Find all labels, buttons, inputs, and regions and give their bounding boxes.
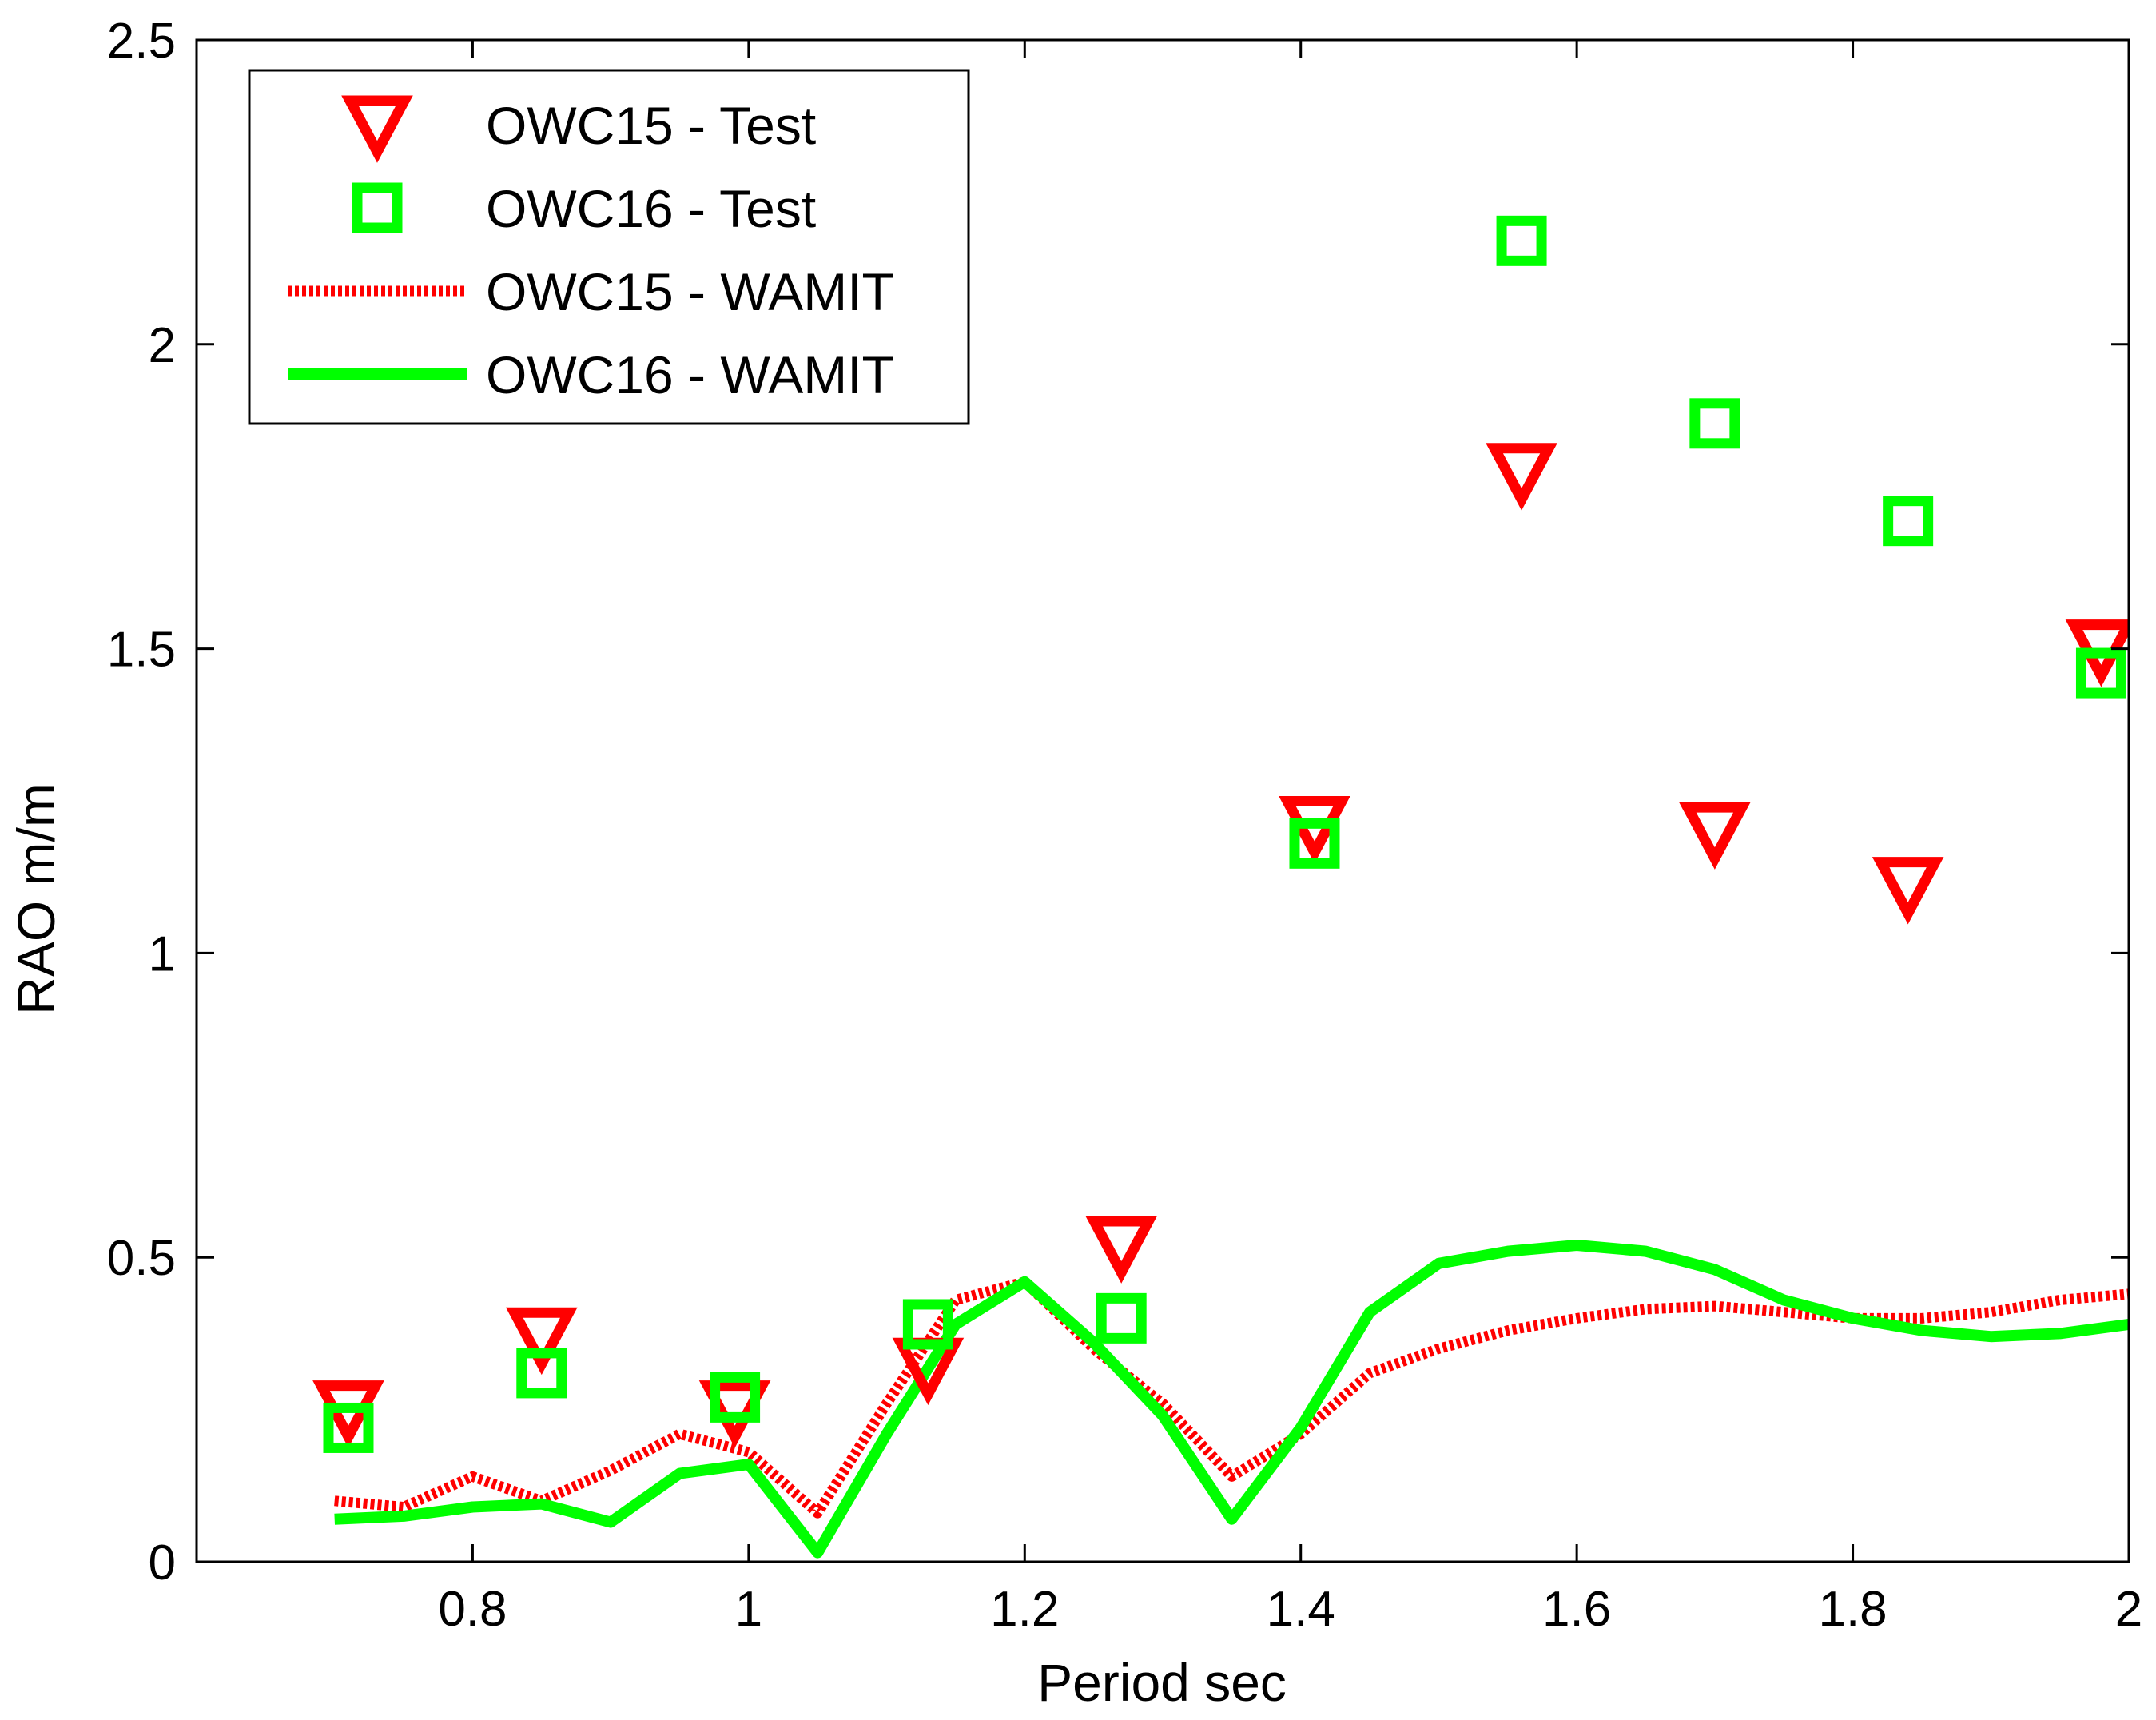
series-line-3 — [334, 1240, 2129, 1559]
series-0-point-2 — [698, 1380, 771, 1448]
x-tick-label-0: 0.8 — [438, 1582, 507, 1637]
y-tick-label-5: 2.5 — [107, 14, 176, 69]
series-0-point-8 — [1872, 857, 1944, 925]
legend-swatch-0 — [341, 95, 413, 163]
series-1-point-0 — [323, 1402, 374, 1453]
y-tick-label-0: 0 — [149, 1535, 176, 1591]
legend-label-3: OWC16 - WAMIT — [486, 345, 894, 404]
x-tick-label-1: 1 — [735, 1582, 762, 1637]
axes-box — [195, 38, 2130, 1563]
x-tick-label-5: 1.8 — [1818, 1582, 1887, 1637]
series-1-point-5 — [1289, 818, 1340, 869]
series-1-point-7 — [1689, 398, 1740, 449]
y-tick-label-4: 2 — [149, 318, 176, 373]
legend-label-2: OWC15 - WAMIT — [486, 262, 894, 321]
y-tick-label-1: 0.5 — [107, 1231, 176, 1286]
series-1-point-9 — [2075, 647, 2126, 699]
legend-label-0: OWC15 - Test — [486, 96, 816, 155]
series-1-point-8 — [1883, 496, 1934, 547]
legend-label-1: OWC16 - Test — [486, 179, 816, 238]
x-tick-label-4: 1.6 — [1542, 1582, 1611, 1637]
series-0-point-4 — [1085, 1216, 1157, 1284]
x-tick-label-6: 2 — [2115, 1582, 2142, 1637]
series-0-point-7 — [1679, 802, 1751, 870]
series-1-point-6 — [1496, 215, 1547, 266]
axes: 0.8 1 1.2 1.4 1.6 1.8 2 0 0.5 1 1.5 2 2.5 — [107, 14, 2142, 1637]
y-axis-title: RAO m/m — [6, 783, 66, 1015]
series-group — [312, 215, 2129, 1559]
legend: OWC15 - Test OWC16 - Test OWC15 - WAMIT OWC… — [248, 69, 970, 425]
plot-area — [312, 215, 2129, 1559]
x-tick-label-2: 1.2 — [990, 1582, 1059, 1637]
y-tick-label-2: 1 — [149, 926, 176, 981]
series-0-point-1 — [505, 1307, 578, 1376]
series-1-point-3 — [902, 1299, 953, 1350]
x-axis-title: Period sec — [1037, 1653, 1287, 1712]
series-1-point-1 — [516, 1348, 567, 1399]
y-tick-label-3: 1.5 — [107, 623, 176, 678]
series-0-point-6 — [1486, 443, 1557, 511]
series-1-point-2 — [710, 1372, 761, 1423]
legend-swatch-1 — [352, 182, 403, 233]
series-1-point-4 — [1096, 1292, 1147, 1344]
x-tick-label-3: 1.4 — [1267, 1582, 1335, 1637]
